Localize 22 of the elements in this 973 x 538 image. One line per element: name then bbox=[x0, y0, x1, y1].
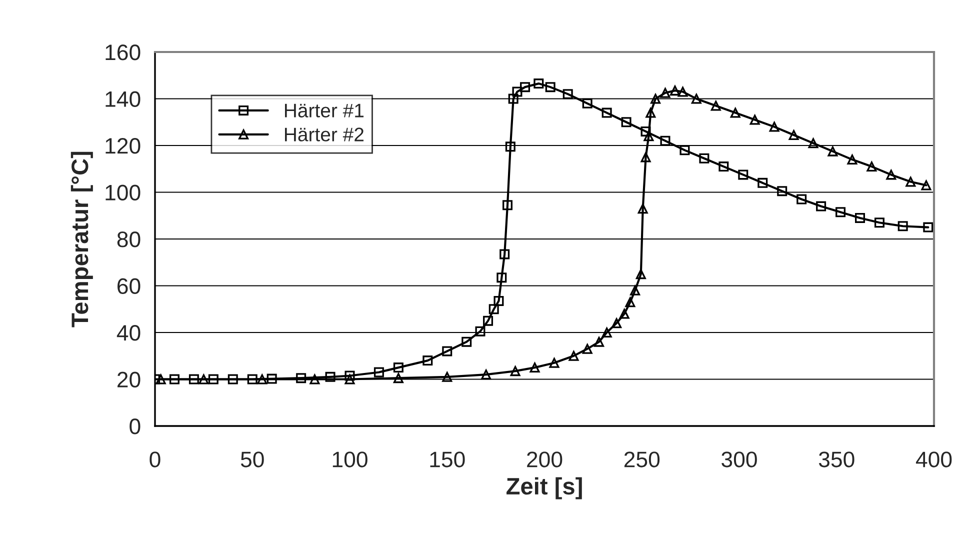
x-tick-label: 400 bbox=[916, 452, 952, 468]
x-tick-label: 0 bbox=[150, 452, 160, 468]
x-tick-label: 200 bbox=[527, 452, 562, 468]
x-axis-title: Zeit [s] bbox=[506, 477, 582, 500]
x-tick-label: 50 bbox=[240, 452, 264, 468]
y-tick-label: 120 bbox=[106, 138, 140, 154]
legend-label: Härter #2 bbox=[285, 128, 364, 142]
x-tick-label: 100 bbox=[332, 452, 368, 468]
y-tick-label: 100 bbox=[106, 184, 140, 201]
y-tick-label: 60 bbox=[118, 278, 140, 294]
x-tick-label: 150 bbox=[430, 452, 465, 468]
x-tick-label: 350 bbox=[818, 452, 854, 468]
y-tick-label: 0 bbox=[130, 418, 140, 434]
y-tick-label: 20 bbox=[118, 372, 140, 388]
x-tick-label: 300 bbox=[722, 452, 757, 468]
y-tick-label: 140 bbox=[106, 91, 140, 108]
y-tick-label: 40 bbox=[116, 325, 140, 341]
y-tick-label: 80 bbox=[117, 232, 140, 248]
y-axis-title: Temperatur [°C] bbox=[70, 152, 93, 328]
y-tick-label: 160 bbox=[106, 44, 140, 60]
x-tick-label: 250 bbox=[624, 452, 660, 468]
legend-label: Härter #1 bbox=[285, 104, 364, 118]
